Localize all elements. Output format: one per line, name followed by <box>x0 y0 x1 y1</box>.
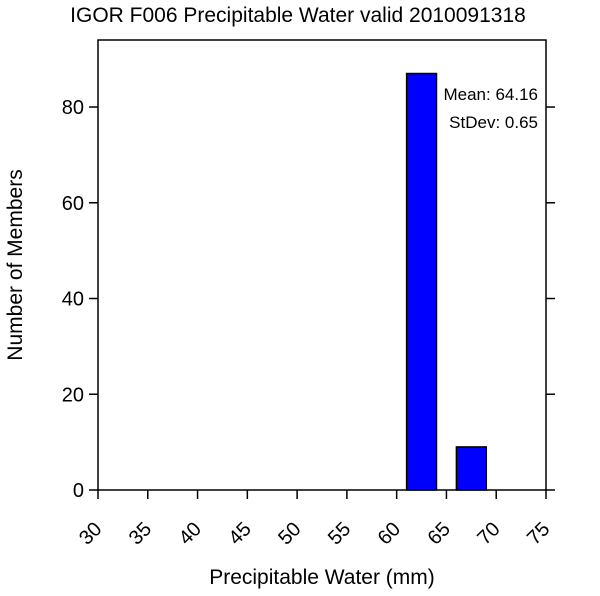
stdev-annotation: StDev: 0.65 <box>449 113 538 132</box>
x-tick-label: 40 <box>175 518 206 549</box>
chart-title: IGOR F006 Precipitable Water valid 20100… <box>70 4 526 27</box>
y-axis: 0 20 40 60 80 <box>62 97 555 502</box>
x-tick-label: 60 <box>374 518 405 549</box>
x-tick-label: 65 <box>424 518 455 549</box>
histogram-bar <box>405 72 438 491</box>
x-tick-label: 30 <box>75 518 106 549</box>
x-tick-label: 75 <box>523 518 554 549</box>
y-tick-label: 60 <box>62 193 84 215</box>
x-tick-label: 50 <box>274 518 305 549</box>
x-axis: 30 35 40 45 50 55 60 65 70 75 <box>75 490 554 549</box>
x-tick-label: 70 <box>473 518 504 549</box>
mean-annotation: Mean: 64.16 <box>443 85 538 104</box>
y-tick-label: 80 <box>62 97 84 119</box>
x-axis-label: Precipitable Water (mm) <box>209 566 435 589</box>
histogram-bar <box>455 446 488 491</box>
x-tick-label: 45 <box>224 518 255 549</box>
y-tick-label: 20 <box>62 384 84 406</box>
x-tick-label: 55 <box>324 518 355 549</box>
bars-layer <box>405 72 488 491</box>
x-tick-label: 35 <box>125 518 156 549</box>
plot-frame <box>97 39 547 491</box>
y-axis-label: Number of Members <box>4 169 27 360</box>
y-tick-label: 0 <box>73 480 84 502</box>
y-tick-label: 40 <box>62 289 84 311</box>
